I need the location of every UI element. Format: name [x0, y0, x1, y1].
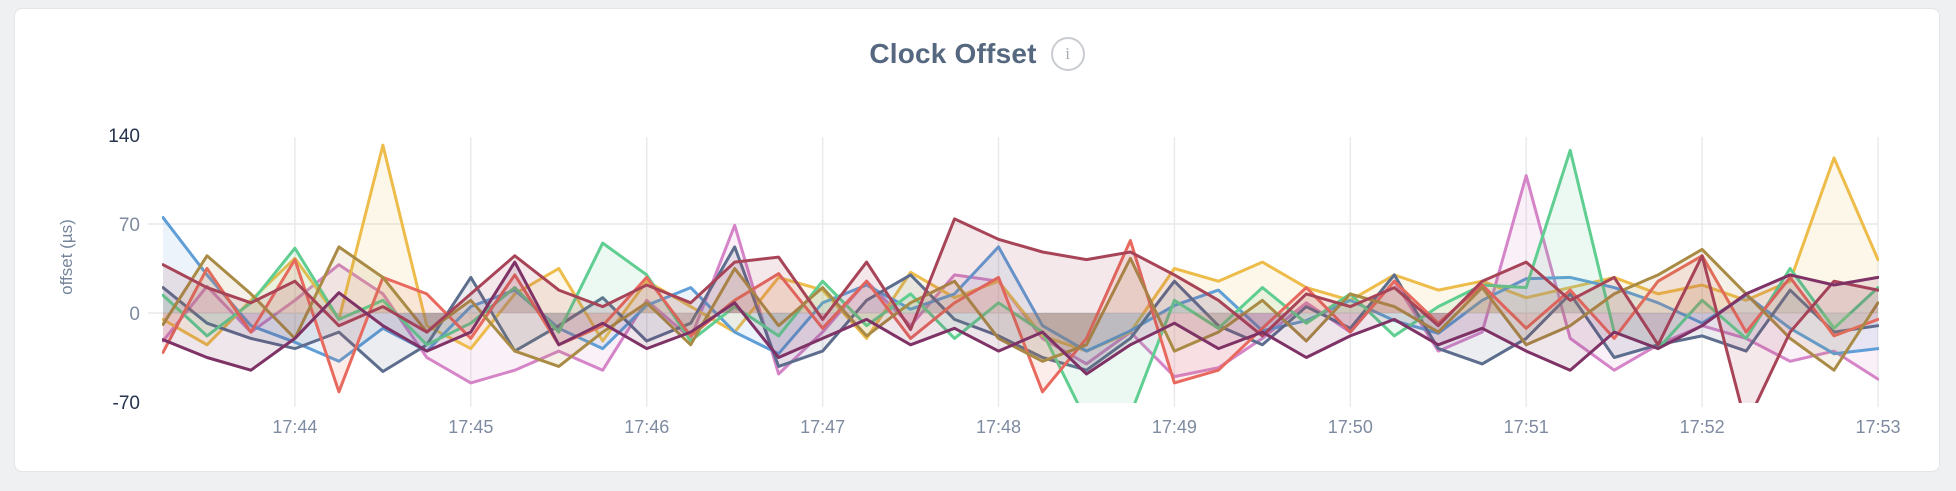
x-tick-label: 17:47 — [800, 417, 845, 437]
series-area-maroon — [163, 218, 1878, 403]
x-tick-label: 17:49 — [1152, 417, 1197, 437]
series-line-green — [162, 148, 1879, 403]
y-tick-label: -70 — [113, 393, 140, 414]
x-tick-label: 17:48 — [976, 417, 1021, 437]
series-area-plum — [163, 262, 1878, 374]
grid — [148, 137, 1879, 407]
y-tick-label: 0 — [129, 304, 140, 325]
series-line-blue — [162, 216, 1879, 363]
series-line-maroon — [162, 217, 1879, 403]
series-line-olive — [162, 245, 1879, 372]
x-tick-label: 17:44 — [272, 417, 317, 437]
series-area-blue — [163, 217, 1878, 362]
x-tick-label: 17:50 — [1328, 417, 1373, 437]
x-tick-label: 17:45 — [448, 417, 493, 437]
series-area-green — [163, 150, 1878, 403]
chart-title: Clock Offset — [869, 38, 1037, 69]
info-icon-glyph: i — [1065, 44, 1071, 63]
x-tick-label: 17:46 — [624, 417, 669, 437]
info-icon[interactable]: i — [1050, 37, 1085, 71]
x-tick-label: 17:52 — [1680, 417, 1725, 437]
x-tick-label: 17:53 — [1855, 417, 1900, 437]
y-tick-label: 140 — [108, 126, 140, 147]
series-group — [162, 143, 1879, 403]
series-area-red — [163, 240, 1878, 392]
y-tick-label: 70 — [119, 215, 140, 236]
clock-offset-card: Clock Offset i offset (µs) — [14, 8, 1940, 472]
chart-header: Clock Offset i — [15, 37, 1939, 71]
x-tick-label: 17:51 — [1504, 417, 1549, 437]
series-line-plum — [162, 260, 1879, 376]
